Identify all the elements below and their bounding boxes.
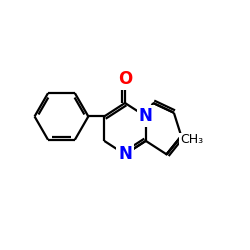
Text: N: N	[118, 145, 132, 163]
Text: N: N	[139, 108, 153, 126]
Text: CH₃: CH₃	[180, 133, 203, 146]
Text: O: O	[118, 70, 132, 87]
